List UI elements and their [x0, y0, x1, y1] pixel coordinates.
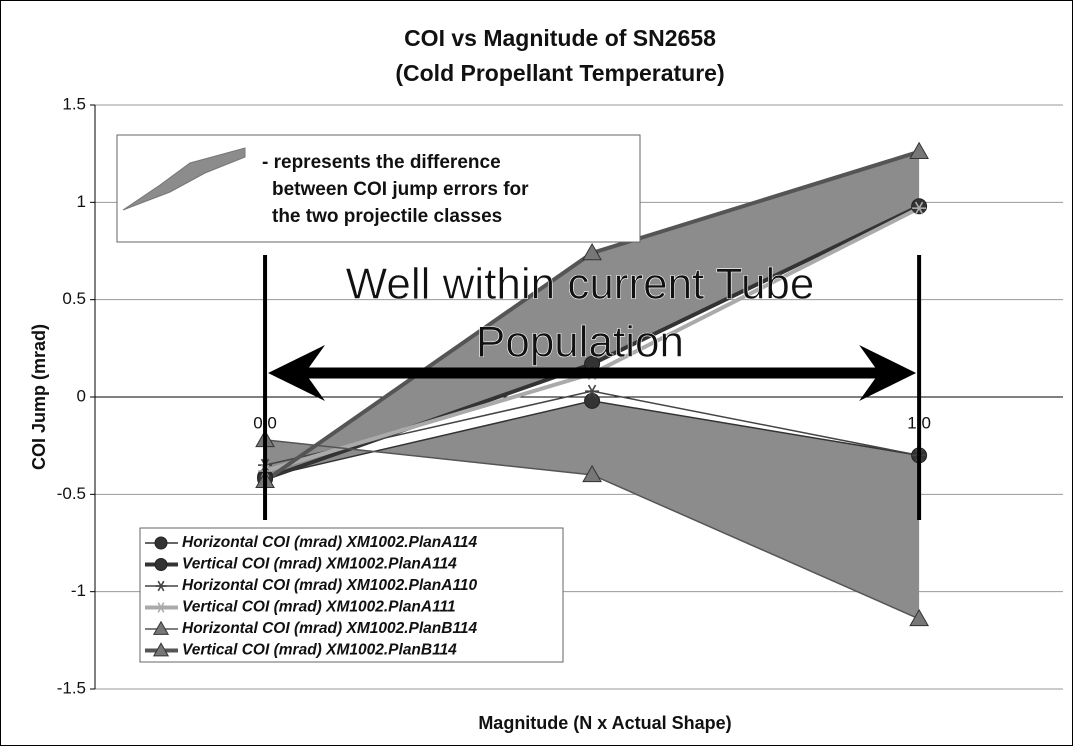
arrow-head [859, 345, 917, 401]
legend-marker [152, 642, 170, 657]
marker [155, 602, 167, 613]
y-tick-label: -1.5 [57, 678, 86, 697]
key-text: between COI jump errors for [272, 179, 529, 200]
annotation: Population [476, 318, 684, 367]
marker [911, 198, 928, 215]
marker [155, 580, 167, 592]
legend-label: Vertical COI (mrad) XM1002.PlanA114 [182, 556, 457, 573]
marker [152, 620, 170, 635]
marker [154, 536, 168, 550]
marker-stroke [157, 602, 165, 613]
legend-marker [155, 602, 167, 613]
chart-title: (Cold Propellant Temperature) [395, 60, 724, 86]
marker [582, 242, 602, 261]
legend-label: Horizontal COI (mrad) XM1002.PlanA110 [182, 577, 478, 594]
y-tick-label: 0 [77, 386, 86, 405]
chart-title: COI vs Magnitude of SN2658 [404, 25, 716, 51]
legend-label: Vertical COI (mrad) XM1002.PlanA111 [182, 599, 456, 616]
marker [154, 558, 168, 571]
key-text: the two projectile classes [272, 206, 502, 227]
legend-label: Horizontal COI (mrad) XM1002.PlanA114 [182, 534, 478, 551]
marker [152, 642, 170, 657]
difference-band [265, 400, 920, 619]
legend-marker [155, 580, 167, 592]
marker [912, 201, 927, 215]
legend-marker [154, 558, 168, 571]
key-swatch [122, 147, 246, 211]
y-tick-label: -0.5 [57, 484, 86, 503]
key-text: - represents the difference [262, 152, 501, 173]
arrow-head [268, 345, 326, 401]
legend-marker [152, 620, 170, 635]
y-tick-label: 0.5 [62, 289, 86, 308]
legend-box [139, 527, 564, 663]
annotation: Well within current Tube [346, 260, 815, 309]
marker [582, 464, 602, 483]
y-tick-label: -1 [71, 581, 86, 600]
y-tick-label: 1.5 [62, 94, 86, 113]
legend-label: Vertical COI (mrad) XM1002.PlanB114 [182, 642, 457, 659]
marker [909, 608, 929, 627]
y-tick-label: 1 [77, 192, 86, 211]
marker [584, 392, 601, 409]
x-axis-label: Magnitude (N x Actual Shape) [478, 713, 731, 733]
difference-band [265, 151, 920, 481]
marker [909, 141, 929, 159]
key-box [116, 134, 641, 243]
marker-stroke [587, 384, 597, 398]
marker [585, 384, 600, 398]
marker-stroke [914, 201, 924, 215]
legend-marker [154, 536, 168, 550]
legend-label: Horizontal COI (mrad) XM1002.PlanB114 [182, 620, 478, 637]
marker-stroke [157, 580, 165, 592]
y-axis-label: COI Jump (mrad) [29, 324, 49, 470]
